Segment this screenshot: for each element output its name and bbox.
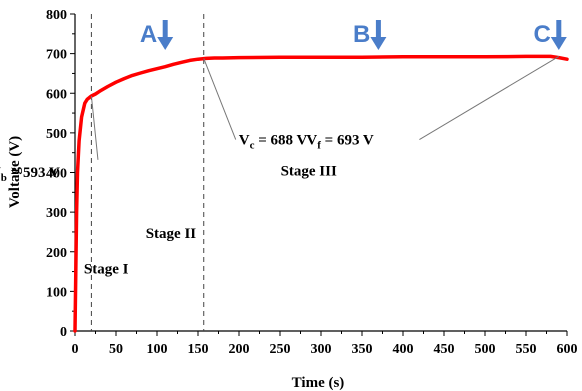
vb-leader-line [90,95,99,160]
x-tick-label: 100 [147,342,168,357]
vc-label: Vc = 688 V [239,133,308,152]
y-tick-label: 700 [46,48,67,63]
stage-label: Stage I [84,262,129,278]
y-tick-label: 200 [46,246,67,261]
x-tick-label: 300 [311,342,332,357]
x-tick-label: 250 [270,342,291,357]
x-tick-label: 450 [434,342,455,357]
y-tick-label: 400 [46,167,67,182]
y-tick-label: 500 [46,127,67,142]
marker-arrow-head [550,37,567,50]
marker-c-label: C [533,21,550,48]
vf-label: Vf = 693 V [306,133,374,152]
marker-b-label: B [353,21,370,48]
vf-leader-line [419,55,560,141]
markers: A B C [140,20,567,50]
y-tick-label: 0 [60,325,67,340]
x-tick-label: 200 [229,342,250,357]
x-axis-label: Time (s) [292,375,345,391]
x-tick-label: 400 [393,342,414,357]
voltage-series-line [73,54,569,333]
marker-a-label: A [140,21,157,48]
y-tick-label: 800 [46,8,67,23]
marker-arrow-shaft [556,20,562,40]
axes: 0 100 200 300 400 500 600 700 800 0 50 100 150 200 250… [46,8,578,357]
vc-leader-line [203,58,237,140]
stage-label: Stage III [281,163,337,179]
x-tick-label: 500 [475,342,496,357]
marker-arrow-shaft [375,20,381,40]
marker-arrow-head [370,37,387,50]
stage-dividers [90,14,205,331]
y-tick-label: 600 [46,87,67,102]
x-tick-label: 0 [72,342,79,357]
x-tick-label: 550 [516,342,537,357]
y-tick-label: 100 [46,285,67,300]
x-tick-label: 150 [188,342,209,357]
marker-arrow-shaft [162,20,168,40]
marker-arrow-head [157,37,174,50]
y-tick-label: 300 [46,206,67,221]
y-axis-label: Voltage (V) [7,136,23,208]
x-tick-label: 600 [557,342,578,357]
x-tick-label: 50 [109,342,123,357]
vb-label: Vb = 593 V [0,165,60,184]
series-layer [73,54,569,333]
stage-label: Stage II [146,226,197,242]
annotations: Stage I Stage II Stage III Vb = 593 V Vc = 6… [0,55,560,278]
x-tick-label: 350 [352,342,373,357]
